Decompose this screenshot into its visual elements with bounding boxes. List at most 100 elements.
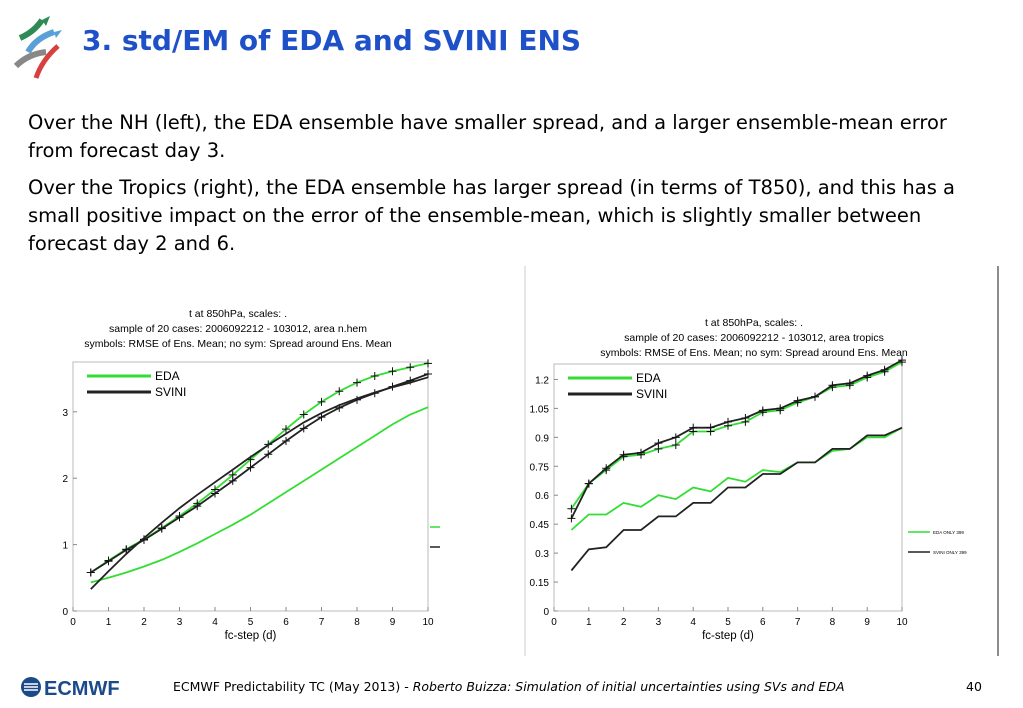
small-legend-label: SVINI ONLY 399 — [933, 550, 967, 555]
x-tick-label: 8 — [830, 617, 836, 628]
legend-label: EDA — [155, 369, 180, 383]
x-tick-label: 5 — [248, 617, 254, 628]
data-point — [104, 557, 113, 566]
chart-title: t at 850hPa, scales: . — [189, 308, 287, 320]
data-point — [706, 423, 715, 432]
x-tick-label: 9 — [864, 617, 870, 628]
x-tick-label: 9 — [390, 617, 396, 628]
x-tick-label: 4 — [212, 617, 218, 628]
data-point — [828, 381, 837, 390]
data-point — [741, 414, 750, 423]
y-tick-label: 0.75 — [530, 462, 550, 473]
data-point — [264, 450, 273, 459]
x-tick-label: 2 — [621, 617, 627, 628]
y-axis-label: RMS — [48, 473, 50, 499]
paragraph-tropics: Over the Tropics (right), the EDA ensemb… — [28, 176, 956, 255]
paragraph-nh: Over the NH (left), the EDA ensemble hav… — [28, 111, 947, 162]
chart-subtitle: sample of 20 cases: 2006092212 - 103012,… — [624, 332, 884, 344]
data-point — [317, 397, 326, 406]
footer-citation-italic: Roberto Buizza: Simulation of initial un… — [412, 679, 845, 694]
data-point — [602, 464, 611, 473]
x-tick-label: 0 — [551, 617, 557, 628]
series-line — [90, 376, 429, 590]
y-tick-label: 0 — [543, 607, 549, 618]
data-point — [898, 356, 906, 365]
data-point — [299, 410, 308, 419]
data-point — [424, 359, 432, 368]
data-point — [175, 513, 184, 522]
data-point — [211, 489, 219, 498]
x-tick-label: 3 — [656, 617, 662, 628]
data-point — [406, 363, 415, 372]
y-tick-label: 1 — [62, 541, 68, 552]
series-line — [570, 426, 903, 572]
y-tick-label: 2 — [62, 474, 68, 485]
data-point — [246, 463, 255, 472]
small-legend-label: EDA ONLY 399 — [933, 530, 964, 535]
data-point — [157, 524, 166, 533]
legend-label: SVINI — [636, 387, 667, 401]
y-tick-label: 0.6 — [535, 491, 549, 502]
data-point — [793, 396, 802, 405]
y-tick-label: 0 — [62, 607, 68, 618]
x-tick-label: 2 — [141, 617, 147, 628]
data-point — [335, 387, 344, 396]
chart-subtitle: symbols: RMSE of Ens. Mean; no sym: Spre… — [600, 347, 908, 359]
x-tick-label: 7 — [319, 617, 325, 628]
y-tick-label: 0.3 — [535, 549, 549, 560]
data-point — [353, 378, 361, 387]
ecmwf-corner-logo-icon — [13, 16, 62, 79]
x-tick-label: 1 — [106, 617, 112, 628]
series-line — [570, 426, 903, 531]
data-point — [671, 441, 680, 450]
x-tick-label: 3 — [177, 617, 183, 628]
data-point — [689, 423, 698, 432]
data-point — [299, 424, 308, 433]
chart-tropics: t at 850hPa, scales: . sample of 20 cases… — [524, 266, 1000, 656]
chart-nh: t at 850hPa, scales: . sample of 20 cases… — [48, 303, 440, 643]
x-tick-label: 5 — [725, 617, 731, 628]
y-tick-label: 0.9 — [535, 433, 549, 444]
ecmwf-logo-swirl-icon — [21, 677, 41, 697]
data-point — [671, 433, 680, 442]
x-tick-label: 4 — [690, 617, 696, 628]
data-point — [317, 413, 326, 422]
slide-title: 3. std/EM of EDA and SVINI ENS — [82, 24, 582, 57]
data-point — [758, 406, 767, 415]
x-tick-label: 10 — [422, 617, 434, 628]
ecmwf-logo: ECMWF — [21, 677, 120, 698]
series-line — [90, 373, 429, 574]
legend-label: SVINI — [155, 385, 186, 399]
x-tick-label: 6 — [283, 617, 289, 628]
chart-subtitle: sample of 20 cases: 2006092212 - 103012,… — [109, 323, 367, 335]
data-point — [282, 437, 290, 446]
data-point — [282, 425, 290, 434]
data-point — [845, 379, 854, 388]
data-point — [654, 439, 663, 448]
y-tick-label: 0.15 — [530, 578, 550, 589]
y-tick-label: 0.45 — [530, 520, 550, 531]
data-point — [724, 417, 732, 426]
data-point — [370, 371, 379, 380]
data-point — [567, 514, 576, 523]
footer-citation-text: ECMWF Predictability TC (May 2013) - — [173, 679, 413, 694]
chart-subtitle: symbols: RMSE of Ens. Mean; no sym: Spre… — [84, 338, 392, 350]
data-point — [424, 369, 432, 378]
series-line — [90, 406, 429, 584]
chart-title: t at 850hPa, scales: . — [705, 317, 803, 329]
x-axis-label: fc-step (d) — [702, 630, 754, 642]
footer-citation: ECMWF Predictability TC (May 2013) - Rob… — [173, 679, 845, 694]
data-point — [86, 568, 95, 577]
data-point — [567, 504, 576, 513]
x-tick-label: 7 — [795, 617, 801, 628]
data-point — [863, 371, 872, 380]
x-tick-label: 1 — [586, 617, 592, 628]
y-tick-label: 1.2 — [535, 375, 549, 386]
data-point — [619, 450, 628, 459]
data-point — [228, 476, 237, 485]
ecmwf-logo-text: ECMWF — [44, 678, 120, 698]
page-number: 40 — [966, 679, 982, 694]
y-tick-label: 3 — [62, 408, 68, 419]
legend-label: EDA — [636, 371, 661, 385]
plot-frame — [72, 361, 429, 612]
